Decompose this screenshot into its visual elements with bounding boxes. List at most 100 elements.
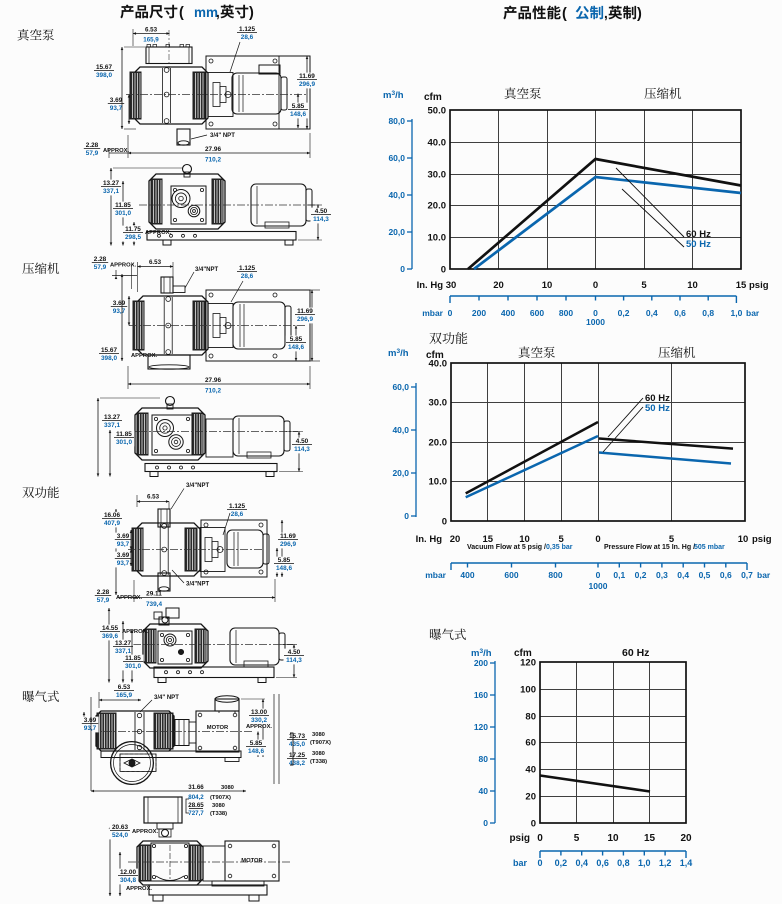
svg-text:27.96: 27.96 — [205, 377, 221, 384]
svg-text:160: 160 — [474, 690, 488, 700]
svg-text:0: 0 — [595, 534, 600, 545]
svg-text:5.85: 5.85 — [290, 336, 303, 343]
svg-text:739,4: 739,4 — [146, 601, 162, 608]
svg-text:0,8: 0,8 — [617, 858, 630, 868]
svg-text:40: 40 — [479, 786, 489, 796]
svg-text:MOTOR: MOTOR — [241, 858, 263, 864]
svg-text:,: , — [216, 5, 220, 20]
svg-text:3080: 3080 — [221, 785, 234, 791]
svg-text:3080: 3080 — [212, 803, 225, 809]
svg-text:0,5: 0,5 — [699, 570, 711, 580]
svg-text:3080: 3080 — [312, 751, 325, 757]
svg-text:0,4: 0,4 — [677, 570, 689, 580]
svg-text:11.69: 11.69 — [297, 308, 313, 315]
svg-text:APPROX.: APPROX. — [145, 230, 171, 236]
svg-text:10: 10 — [607, 833, 619, 844]
svg-text:100: 100 — [520, 685, 536, 696]
svg-text:93,7: 93,7 — [117, 541, 130, 548]
svg-text:3/4"NPT: 3/4"NPT — [186, 582, 210, 588]
svg-text:bar: bar — [746, 308, 760, 318]
svg-text:20: 20 — [525, 792, 536, 803]
svg-text:727,7: 727,7 — [188, 810, 204, 817]
svg-text:30.0: 30.0 — [429, 398, 448, 409]
svg-text:MOTOR: MOTOR — [207, 725, 229, 731]
svg-text:0,6: 0,6 — [674, 308, 686, 318]
svg-text:20: 20 — [680, 833, 692, 844]
svg-text:5: 5 — [669, 534, 675, 545]
svg-text:40,0: 40,0 — [392, 425, 409, 435]
svg-text:148,6: 148,6 — [290, 111, 306, 118]
svg-text:16.06: 16.06 — [104, 512, 120, 519]
svg-text:20: 20 — [450, 534, 461, 545]
svg-text:148,6: 148,6 — [288, 344, 304, 351]
svg-text:20,0: 20,0 — [388, 227, 405, 237]
svg-text:2.28: 2.28 — [94, 256, 107, 263]
svg-text:1.125: 1.125 — [239, 26, 255, 33]
svg-text:12.00: 12.00 — [120, 869, 136, 876]
svg-text:3/4"NPT: 3/4"NPT — [195, 267, 219, 273]
svg-text:800: 800 — [548, 570, 562, 580]
svg-text:(T338): (T338) — [310, 759, 327, 765]
svg-text:0,7: 0,7 — [741, 570, 753, 580]
svg-text:APPROX.: APPROX. — [131, 353, 157, 359]
svg-text:): ) — [637, 6, 642, 22]
svg-text:20.0: 20.0 — [428, 201, 447, 212]
svg-text:10.0: 10.0 — [429, 477, 448, 488]
svg-text:0,6: 0,6 — [596, 858, 609, 868]
svg-text:0,2: 0,2 — [618, 308, 630, 318]
svg-text:20.0: 20.0 — [429, 438, 448, 449]
svg-text:0,4: 0,4 — [646, 308, 658, 318]
svg-text:3080: 3080 — [312, 732, 325, 738]
svg-text:2.28: 2.28 — [97, 589, 110, 596]
svg-text:301,0: 301,0 — [115, 210, 131, 217]
svg-text:80: 80 — [479, 754, 489, 764]
svg-text:0: 0 — [404, 511, 409, 521]
svg-text:5.85: 5.85 — [278, 557, 291, 564]
svg-text:369,6: 369,6 — [102, 633, 118, 640]
svg-text:15.67: 15.67 — [101, 347, 117, 354]
svg-text:337,1: 337,1 — [103, 188, 119, 195]
svg-text:,: , — [604, 6, 608, 21]
svg-text:3.69: 3.69 — [117, 533, 130, 540]
svg-text:0,4: 0,4 — [575, 858, 588, 868]
svg-text:298,5: 298,5 — [125, 234, 141, 241]
svg-text:337,1: 337,1 — [104, 422, 120, 429]
svg-text:60,0: 60,0 — [388, 153, 405, 163]
svg-text:301,0: 301,0 — [116, 439, 132, 446]
svg-text:60 Hz: 60 Hz — [686, 229, 711, 240]
svg-text:20,0: 20,0 — [392, 468, 409, 478]
svg-text:148,6: 148,6 — [276, 565, 292, 572]
svg-text:20: 20 — [493, 280, 504, 291]
svg-text:804,2: 804,2 — [188, 794, 204, 801]
svg-text:1,0: 1,0 — [730, 308, 742, 318]
svg-text:11.69: 11.69 — [299, 73, 315, 80]
svg-text:APPROX.: APPROX. — [122, 629, 148, 635]
svg-text:0: 0 — [441, 265, 446, 276]
svg-text:0: 0 — [483, 818, 488, 828]
svg-text:0: 0 — [593, 280, 598, 291]
svg-text:57,9: 57,9 — [86, 150, 99, 157]
svg-text:438,2: 438,2 — [289, 760, 305, 767]
svg-text:3.69: 3.69 — [117, 552, 130, 559]
svg-text:APPROX.: APPROX. — [126, 886, 152, 892]
svg-text:APPROX.: APPROX. — [110, 263, 136, 269]
svg-text:3.69: 3.69 — [113, 300, 126, 307]
svg-text:28,6: 28,6 — [241, 34, 254, 41]
svg-text:2.28: 2.28 — [86, 142, 99, 149]
svg-text:200: 200 — [472, 308, 486, 318]
svg-text:6.53: 6.53 — [118, 684, 131, 691]
svg-text:1.125: 1.125 — [239, 265, 255, 272]
svg-text:psig: psig — [749, 280, 769, 291]
svg-text:10.0: 10.0 — [428, 233, 447, 244]
svg-text:10: 10 — [542, 280, 553, 291]
svg-text:60 Hz: 60 Hz — [645, 393, 670, 404]
svg-text:93,7: 93,7 — [84, 725, 97, 732]
svg-text:165,9: 165,9 — [143, 37, 159, 44]
svg-text:57,9: 57,9 — [94, 264, 107, 271]
svg-text:17.25: 17.25 — [289, 752, 305, 759]
svg-text:(T907X): (T907X) — [210, 795, 231, 801]
svg-text:13.27: 13.27 — [104, 414, 120, 421]
svg-text:5.85: 5.85 — [250, 740, 263, 747]
svg-text:1,4: 1,4 — [680, 858, 693, 868]
svg-text:In. Hg: In. Hg — [417, 280, 444, 291]
